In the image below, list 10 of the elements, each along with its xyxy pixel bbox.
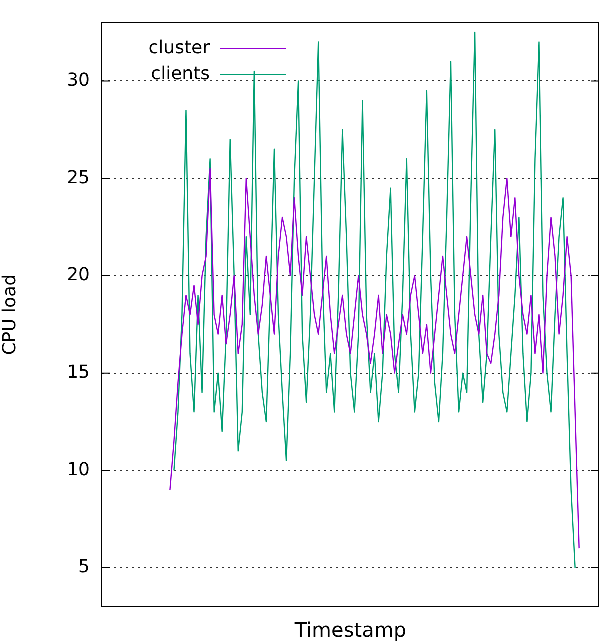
legend-label: cluster [148,37,211,58]
y-tick-label: 25 [67,167,90,188]
y-axis-title: CPU load [0,274,20,356]
y-tick-label: 30 [67,70,90,91]
y-tick-label: 15 [67,362,90,383]
y-tick-label: 20 [67,264,90,286]
x-axis-title: Timestamp [294,618,407,642]
y-tick-label: 5 [78,556,90,578]
y-tick-label: 10 [67,459,90,480]
legend-label: clients [151,63,210,84]
